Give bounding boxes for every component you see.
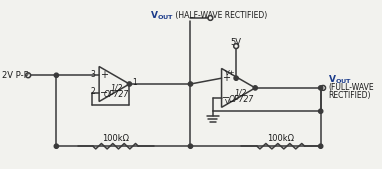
Text: 1: 1 bbox=[132, 78, 137, 87]
Circle shape bbox=[319, 144, 323, 148]
Text: +: + bbox=[100, 70, 108, 80]
Text: OP727: OP727 bbox=[228, 95, 254, 104]
Text: −: − bbox=[100, 88, 108, 98]
Circle shape bbox=[319, 109, 323, 113]
Text: V−: V− bbox=[225, 100, 235, 105]
Text: RECTIFIED): RECTIFIED) bbox=[329, 91, 371, 100]
Circle shape bbox=[319, 86, 323, 90]
Text: +: + bbox=[222, 73, 230, 83]
Circle shape bbox=[54, 73, 58, 77]
Text: 1/2: 1/2 bbox=[110, 83, 123, 92]
Text: $\mathbf{V_{OUT}}$: $\mathbf{V_{OUT}}$ bbox=[150, 10, 173, 22]
Circle shape bbox=[54, 144, 58, 148]
Text: $\mathbf{V_{OUT}}$: $\mathbf{V_{OUT}}$ bbox=[329, 74, 352, 86]
Text: 2V P-P: 2V P-P bbox=[2, 71, 29, 80]
Circle shape bbox=[188, 82, 193, 86]
Text: OP727: OP727 bbox=[104, 90, 129, 99]
Text: V+: V+ bbox=[225, 70, 235, 76]
Text: −: − bbox=[222, 93, 230, 103]
Circle shape bbox=[234, 76, 238, 80]
Text: 100kΩ: 100kΩ bbox=[102, 134, 129, 143]
Text: 100kΩ: 100kΩ bbox=[267, 134, 295, 143]
Text: 1/2: 1/2 bbox=[235, 88, 247, 97]
Text: (FULL-WAVE: (FULL-WAVE bbox=[329, 83, 374, 92]
Text: 2: 2 bbox=[91, 87, 95, 96]
Text: 3: 3 bbox=[91, 70, 95, 79]
Circle shape bbox=[253, 86, 257, 90]
Text: 5V: 5V bbox=[231, 38, 242, 47]
Text: (HALF-WAVE RECTIFIED): (HALF-WAVE RECTIFIED) bbox=[173, 11, 267, 20]
Circle shape bbox=[127, 82, 131, 86]
Circle shape bbox=[188, 144, 193, 148]
